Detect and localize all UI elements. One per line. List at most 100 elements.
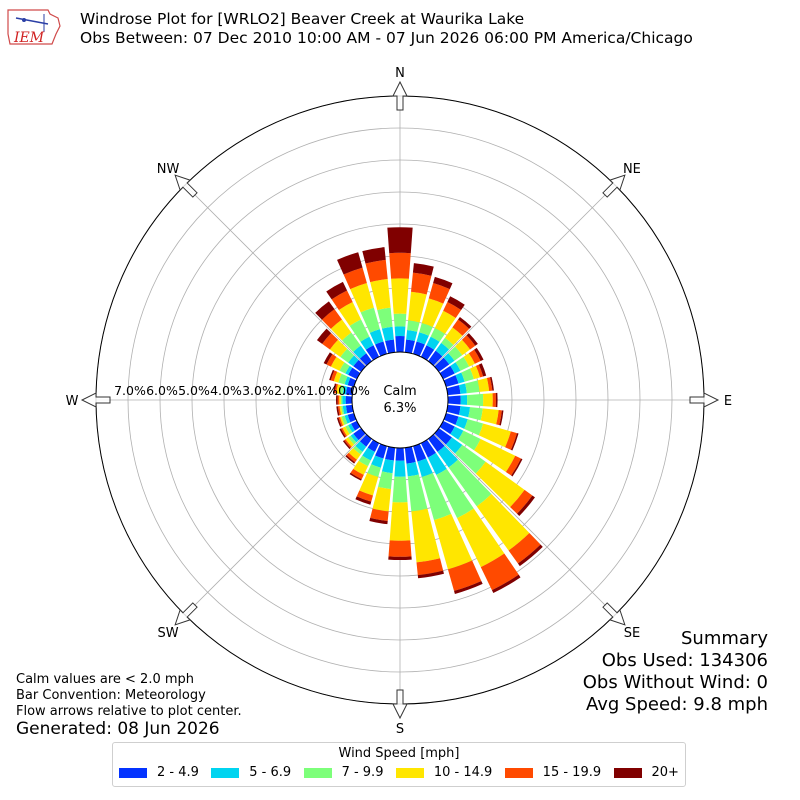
windrose-bar-segment xyxy=(441,337,454,350)
windrose-bar-segment xyxy=(367,464,381,477)
flow-arrow-shape xyxy=(602,174,626,198)
windrose-bar-segment xyxy=(447,560,482,591)
windrose-bar-segment xyxy=(356,490,373,502)
windrose-bar-segment xyxy=(508,533,541,564)
windrose-bar-segment xyxy=(450,362,461,374)
windrose-bar-segment xyxy=(341,405,345,415)
windrose-bar-segment xyxy=(339,362,350,374)
windrose-bar-segment xyxy=(478,363,487,377)
windrose-bar-segment xyxy=(455,356,470,371)
windrose-bar-segment xyxy=(334,383,338,394)
windrose-bar-segment xyxy=(371,455,384,468)
flow-arrow-shape xyxy=(174,602,198,626)
windrose-bar-segment xyxy=(458,383,467,394)
windrose-bar-segment xyxy=(492,392,497,408)
windrose-bar-segment xyxy=(439,420,455,435)
windrose-bar-segment xyxy=(447,296,465,311)
windrose-bar-segment xyxy=(339,428,346,438)
windrose-bar-segment xyxy=(416,332,429,345)
legend-label: 20+ xyxy=(651,765,679,780)
windrose-bar-segment xyxy=(329,339,348,357)
windrose-bar-segment xyxy=(394,460,406,477)
note-convention: Bar Convention: Meteorology xyxy=(16,688,206,703)
windrose-bar-segment xyxy=(437,445,459,468)
windrose-bar-segment xyxy=(377,307,393,329)
windrose-bar-segment xyxy=(428,282,450,304)
windrose-bar-segment xyxy=(359,434,372,447)
windrose-bar-segment xyxy=(353,428,366,441)
legend-item: 15 - 19.9 xyxy=(504,765,601,780)
windrose-bar-segment xyxy=(510,489,533,514)
windrose-bar-segment xyxy=(477,378,490,392)
windrose-bar-segment xyxy=(407,474,428,512)
windrose-bar-segment xyxy=(478,423,511,448)
windrose-bar-segment xyxy=(348,355,359,367)
windrose-bar-segment xyxy=(329,369,335,381)
legend-label: 5 - 6.9 xyxy=(249,765,292,780)
windrose-bar-segment xyxy=(461,368,474,382)
windrose-bar-segment xyxy=(392,476,408,503)
windrose-bar-segment xyxy=(387,227,413,254)
grid-spoke xyxy=(433,433,616,616)
windrose-bar-segment xyxy=(393,313,407,327)
windrose-bar-segment xyxy=(349,472,362,481)
windrose-bar-segment xyxy=(381,326,394,342)
title-line-1: Windrose Plot for [WRLO2] Beaver Creek a… xyxy=(80,10,525,28)
direction-label: NE xyxy=(623,162,641,177)
windrose-bar-segment xyxy=(420,439,436,458)
windrose-bar-segment xyxy=(341,415,348,425)
windrose-bar-segment xyxy=(457,508,505,568)
windrose-bar-segment xyxy=(434,428,452,445)
flow-arrow-shape xyxy=(602,602,626,626)
windrose-bar-segment xyxy=(350,433,359,443)
windrose-bar-segment xyxy=(353,445,363,455)
legend-label: 10 - 14.9 xyxy=(433,765,493,780)
windrose-bar-segment xyxy=(353,359,366,372)
windrose-bar-segment xyxy=(350,468,364,480)
windrose-bar-segment xyxy=(428,350,443,366)
flow-arrow xyxy=(689,392,720,408)
windrose-bar-segment xyxy=(464,419,484,436)
windrose-bar-segment xyxy=(343,267,367,290)
legend-item: 2 - 4.9 xyxy=(119,765,199,780)
grid-spoke xyxy=(433,184,616,367)
legend-item: 5 - 6.9 xyxy=(211,765,291,780)
windrose-bar-segment xyxy=(342,395,346,405)
windrose-bar-segment xyxy=(345,425,353,435)
windrose-bar-segment xyxy=(330,319,352,341)
summary-avg-speed: Avg Speed: 9.8 mph xyxy=(586,694,768,715)
windrose-bar-segment xyxy=(419,323,433,336)
windrose-bar-segment xyxy=(434,357,450,372)
windrose-bar-segment xyxy=(316,328,332,344)
direction-label: W xyxy=(66,394,79,409)
windrose-bar-segment xyxy=(480,553,519,591)
windrose-bar-segment xyxy=(339,385,345,395)
windrose-bar-segment xyxy=(342,426,350,436)
windrose-bar-segment xyxy=(443,353,455,365)
windrose-bar-segment xyxy=(450,426,464,440)
windrose-bar-segment xyxy=(345,404,354,414)
flow-arrow xyxy=(602,602,626,626)
flow-arrow xyxy=(392,80,408,111)
windrose-bar-segment xyxy=(411,508,441,563)
windrose-bar-segment xyxy=(360,307,380,333)
windrose-bar-segment xyxy=(353,345,367,359)
grid-spoke xyxy=(184,184,367,367)
windrose-bar-segment xyxy=(342,405,348,415)
windrose-bar-segment xyxy=(474,438,516,472)
windrose-bar-segment xyxy=(378,471,393,490)
windrose-bar-segment xyxy=(339,395,341,405)
windrose-bar-segment xyxy=(340,427,348,437)
windrose-bar-segment xyxy=(474,347,484,362)
windrose-bar-segment xyxy=(434,310,456,334)
flow-arrow-shape xyxy=(174,174,198,198)
legend-label: 2 - 4.9 xyxy=(157,765,199,780)
windrose-bar-segment xyxy=(330,370,338,382)
windrose-bar-segment xyxy=(365,345,380,361)
windrose-bar-segment xyxy=(516,495,535,517)
direction-label: S xyxy=(396,722,404,737)
windrose-bar-segment xyxy=(345,396,353,404)
windrose-bar-segment xyxy=(323,352,333,365)
windrose-bar-segment xyxy=(444,327,463,345)
windrose-bar-segment xyxy=(359,353,372,366)
